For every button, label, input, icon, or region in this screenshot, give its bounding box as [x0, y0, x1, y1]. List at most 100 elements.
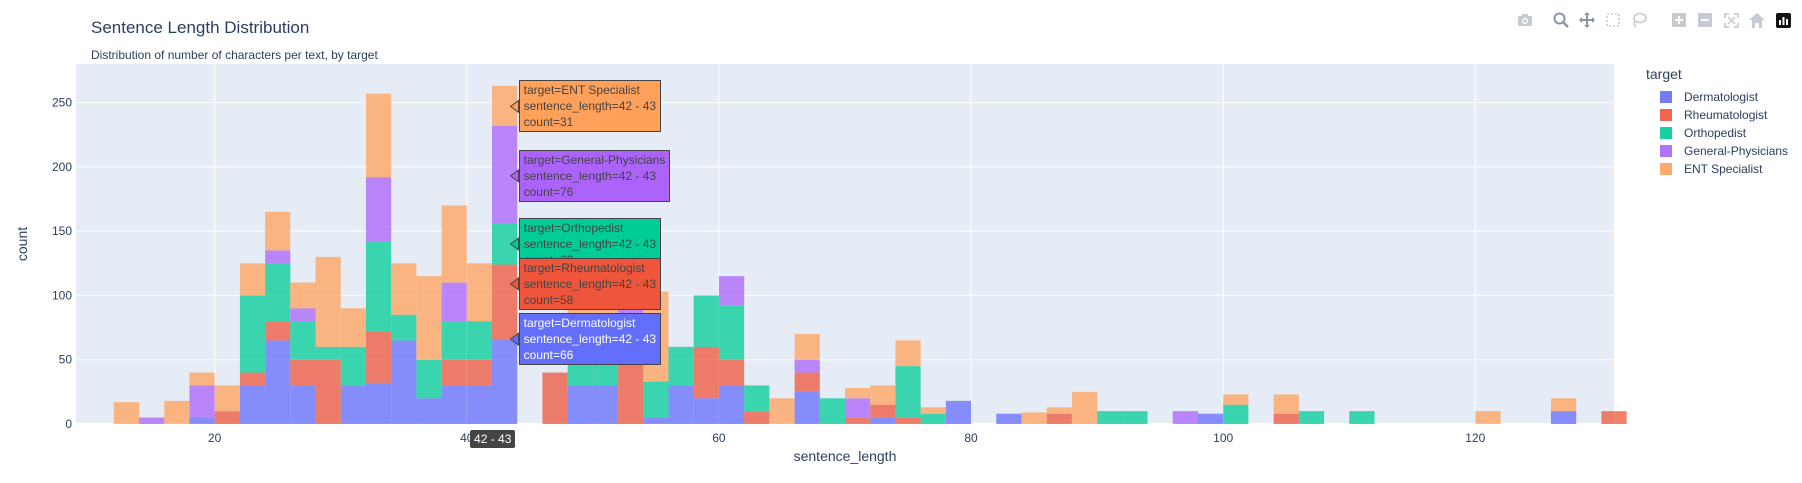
bar-orthopedist-38[interactable]	[441, 321, 467, 360]
bar-general-physicians-38[interactable]	[441, 282, 467, 322]
bar-ent-specialist-104[interactable]	[1273, 394, 1299, 414]
bar-orthopedist-28[interactable]	[315, 346, 341, 360]
bar-dermatologist-38[interactable]	[441, 385, 467, 424]
bar-rheumatologist-130[interactable]	[1601, 411, 1627, 424]
bar-ent-specialist-120[interactable]	[1475, 411, 1501, 424]
bar-orthopedist-60[interactable]	[718, 305, 745, 360]
bar-ent-specialist-72[interactable]	[870, 385, 896, 405]
bar-rheumatologist-32[interactable]	[365, 331, 392, 383]
legend-item-ent-specialist[interactable]: ENT Specialist	[1646, 160, 1788, 178]
bar-rheumatologist-74[interactable]	[895, 417, 921, 424]
bar-dermatologist-56[interactable]	[668, 385, 694, 424]
bar-general-physicians-66[interactable]	[794, 359, 820, 373]
bar-rheumatologist-70[interactable]	[845, 417, 871, 424]
camera-icon[interactable]	[1514, 10, 1536, 30]
pan-icon[interactable]	[1576, 10, 1598, 30]
bar-dermatologist-36[interactable]	[416, 398, 442, 424]
bar-ent-specialist-24[interactable]	[265, 211, 291, 251]
bar-general-physicians-18[interactable]	[189, 385, 215, 418]
bar-rheumatologist-72[interactable]	[870, 404, 896, 418]
bar-general-physicians-32[interactable]	[365, 177, 392, 242]
bar-dermatologist-32[interactable]	[365, 382, 392, 424]
bar-general-physicians-14[interactable]	[139, 417, 165, 424]
lasso-select-icon[interactable]	[1628, 10, 1650, 30]
legend-item-rheumatologist[interactable]: Rheumatologist	[1646, 106, 1788, 124]
bar-ent-specialist-36[interactable]	[416, 276, 442, 360]
bar-rheumatologist-66[interactable]	[794, 372, 820, 392]
bar-dermatologist-50[interactable]	[592, 385, 619, 424]
bar-rheumatologist-42[interactable]	[492, 264, 518, 340]
bar-dermatologist-48[interactable]	[567, 385, 593, 424]
bar-orthopedist-68[interactable]	[819, 398, 845, 424]
bar-dermatologist-24[interactable]	[265, 340, 291, 424]
bar-ent-specialist-40[interactable]	[466, 263, 493, 322]
bar-orthopedist-24[interactable]	[265, 263, 291, 322]
bar-general-physicians-96[interactable]	[1172, 411, 1198, 424]
bar-ent-specialist-74[interactable]	[895, 340, 921, 367]
bar-dermatologist-40[interactable]	[466, 385, 493, 424]
autoscale-icon[interactable]	[1720, 10, 1742, 30]
bar-rheumatologist-20[interactable]	[214, 411, 240, 424]
bar-dermatologist-66[interactable]	[794, 391, 820, 424]
bar-ent-specialist-16[interactable]	[164, 400, 190, 424]
legend-item-dermatologist[interactable]: Dermatologist	[1646, 88, 1788, 106]
bar-dermatologist-82[interactable]	[996, 413, 1022, 424]
bar-ent-specialist-76[interactable]	[920, 407, 946, 414]
bar-orthopedist-100[interactable]	[1223, 404, 1249, 424]
bar-ent-specialist-88[interactable]	[1071, 391, 1098, 424]
bar-orthopedist-32[interactable]	[365, 241, 392, 332]
bar-orthopedist-54[interactable]	[643, 381, 669, 418]
bar-rheumatologist-28[interactable]	[315, 359, 341, 424]
bar-ent-specialist-64[interactable]	[769, 398, 795, 424]
bar-dermatologist-78[interactable]	[945, 400, 972, 424]
bar-ent-specialist-26[interactable]	[290, 282, 316, 309]
reset-axes-icon[interactable]	[1746, 10, 1768, 30]
bar-orthopedist-36[interactable]	[416, 359, 442, 399]
box-select-icon[interactable]	[1602, 10, 1624, 30]
bar-general-physicians-24[interactable]	[265, 250, 291, 264]
legend-item-orthopedist[interactable]: Orthopedist	[1646, 124, 1788, 142]
bar-dermatologist-72[interactable]	[870, 417, 896, 424]
plotly-logo-icon[interactable]	[1772, 10, 1794, 30]
bar-orthopedist-90[interactable]	[1097, 411, 1123, 424]
bar-rheumatologist-22[interactable]	[239, 372, 266, 386]
bar-orthopedist-62[interactable]	[744, 385, 770, 412]
bar-ent-specialist-70[interactable]	[845, 388, 871, 399]
bar-dermatologist-54[interactable]	[643, 417, 669, 424]
bar-dermatologist-30[interactable]	[340, 385, 366, 424]
bar-rheumatologist-38[interactable]	[441, 359, 467, 386]
bar-ent-specialist-32[interactable]	[365, 93, 392, 178]
bar-rheumatologist-60[interactable]	[718, 359, 745, 386]
bar-rheumatologist-40[interactable]	[466, 359, 493, 386]
bar-orthopedist-58[interactable]	[693, 295, 719, 347]
bar-ent-specialist-30[interactable]	[340, 308, 366, 347]
bar-ent-specialist-28[interactable]	[315, 256, 341, 347]
bar-dermatologist-18[interactable]	[189, 417, 215, 424]
bar-rheumatologist-46[interactable]	[542, 372, 568, 424]
bar-dermatologist-26[interactable]	[290, 385, 316, 424]
bar-orthopedist-74[interactable]	[895, 366, 921, 418]
bar-ent-specialist-126[interactable]	[1550, 398, 1577, 412]
legend-item-general-physicians[interactable]: General-Physicians	[1646, 142, 1788, 160]
bar-rheumatologist-26[interactable]	[290, 359, 316, 386]
bar-rheumatologist-104[interactable]	[1273, 413, 1299, 424]
bar-dermatologist-58[interactable]	[693, 398, 719, 424]
bar-dermatologist-42[interactable]	[492, 339, 518, 424]
bar-orthopedist-110[interactable]	[1349, 411, 1375, 424]
bar-orthopedist-34[interactable]	[391, 314, 417, 341]
bar-ent-specialist-86[interactable]	[1046, 407, 1072, 414]
bar-ent-specialist-20[interactable]	[214, 385, 240, 412]
bar-general-physicians-26[interactable]	[290, 308, 316, 322]
bar-orthopedist-22[interactable]	[239, 295, 266, 373]
bar-general-physicians-60[interactable]	[718, 276, 745, 306]
bar-dermatologist-22[interactable]	[239, 385, 266, 424]
bar-ent-specialist-38[interactable]	[441, 205, 467, 283]
bar-dermatologist-60[interactable]	[718, 385, 745, 424]
bar-orthopedist-92[interactable]	[1122, 411, 1148, 424]
bar-orthopedist-30[interactable]	[340, 346, 366, 386]
bar-ent-specialist-100[interactable]	[1223, 394, 1249, 405]
bar-ent-specialist-84[interactable]	[1021, 412, 1047, 424]
bar-ent-specialist-18[interactable]	[189, 372, 215, 386]
bar-general-physicians-70[interactable]	[845, 398, 871, 418]
bar-rheumatologist-24[interactable]	[265, 321, 291, 341]
